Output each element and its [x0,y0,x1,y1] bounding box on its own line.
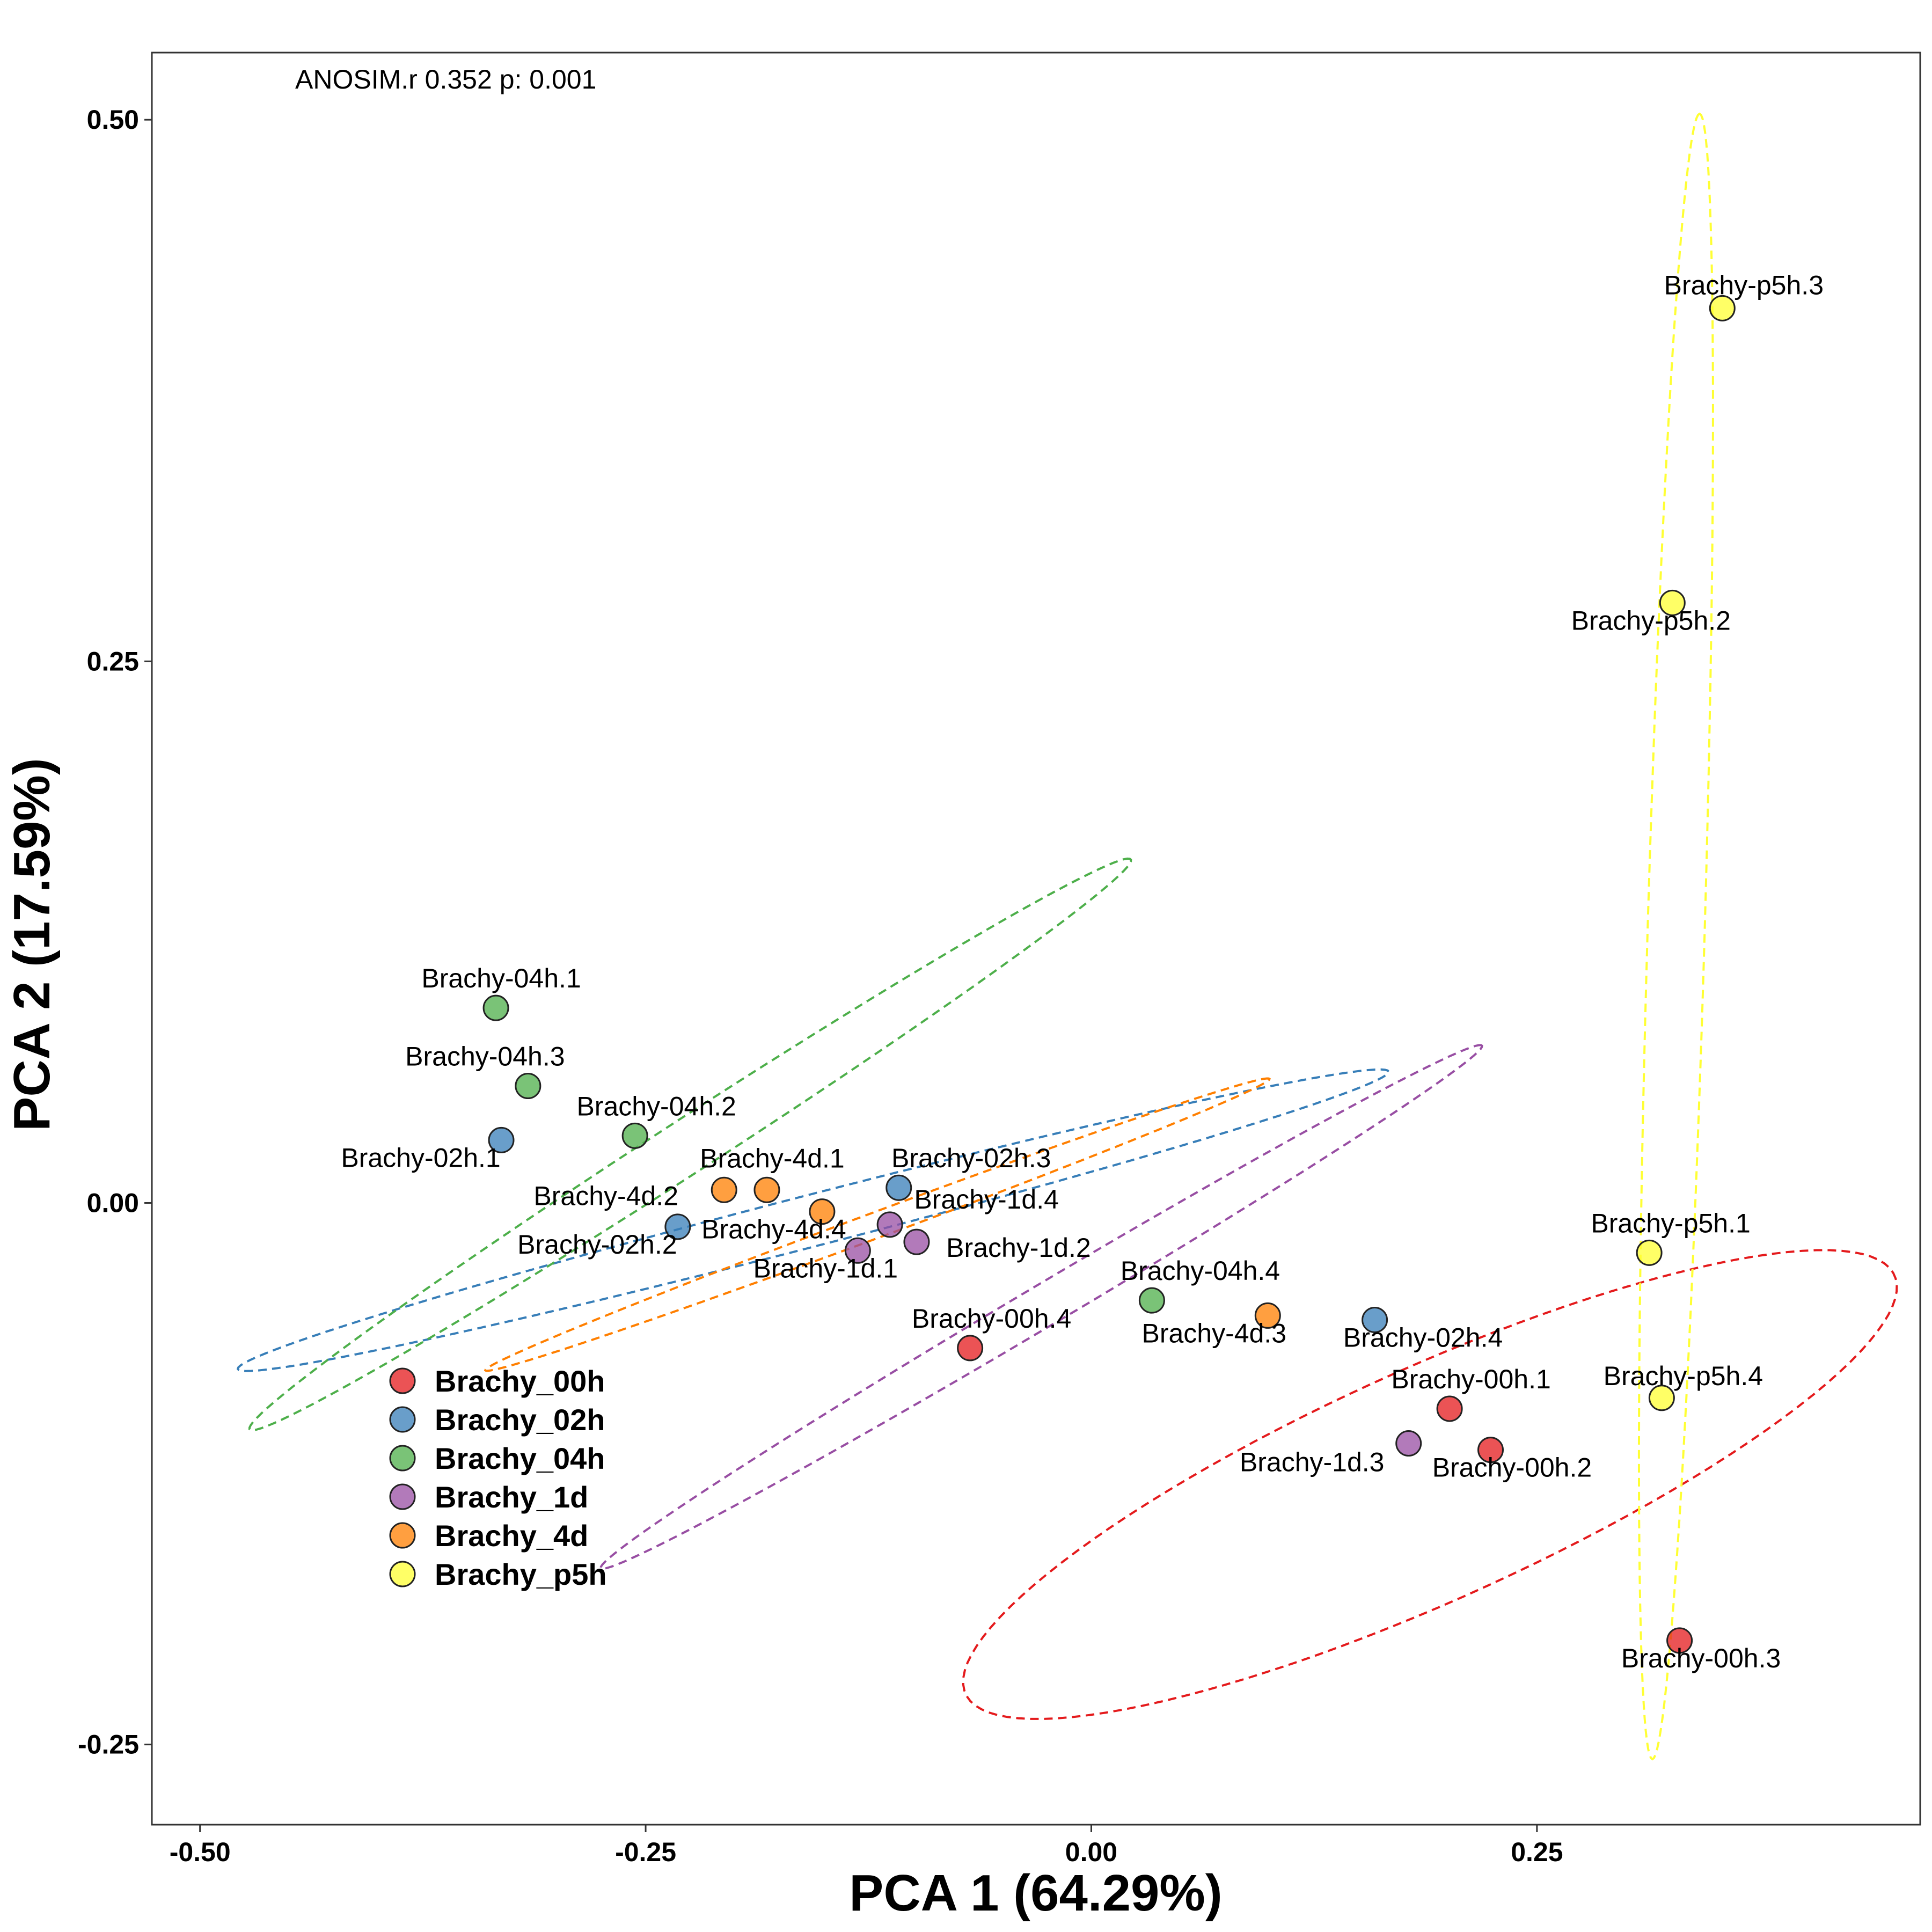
point-label-brachy-p5h-3: Brachy-p5h.3 [1664,270,1824,300]
x-tick-label: 0.00 [1065,1837,1117,1867]
data-points [482,295,1736,1654]
point-label-brachy-1d-4: Brachy-1d.4 [914,1184,1059,1214]
point-label-brachy-02h-4: Brachy-02h.4 [1343,1322,1503,1352]
legend-item-brachy-p5h: Brachy_p5h [389,1557,607,1591]
legend-label: Brachy_04h [435,1441,605,1475]
y-tick-label: 0.25 [87,646,139,676]
anosim-annotation: ANOSIM.r 0.352 p: 0.001 [295,64,596,94]
point-label-brachy-1d-2: Brachy-1d.2 [946,1233,1091,1263]
point-brachy-4d-4 [809,1198,836,1225]
y-tick-label: -0.25 [78,1730,139,1760]
legend-item-brachy-00h: Brachy_00h [389,1364,605,1398]
point-label-brachy-02h-2: Brachy-02h.2 [517,1230,677,1260]
point-brachy-04h-1 [482,994,509,1021]
confidence-ellipses [236,112,1898,1761]
legend: Brachy_00h Brachy_02h Brachy_04h Brachy_1d B… [389,1364,607,1591]
point-label-brachy-04h-2: Brachy-04h.2 [576,1091,736,1121]
legend-item-brachy-02h: Brachy_02h [389,1403,605,1437]
point-label-brachy-4d-3: Brachy-4d.3 [1142,1318,1287,1348]
legend-key [389,1561,416,1587]
point-label-brachy-4d-4: Brachy-4d.4 [701,1214,846,1245]
legend-label: Brachy_02h [435,1403,605,1437]
point-brachy-04h-2 [621,1122,648,1149]
point-brachy-02h-4 [1362,1306,1388,1333]
point-brachy-04h-4 [1138,1287,1165,1314]
point-label-brachy-00h-2: Brachy-00h.2 [1432,1453,1592,1483]
point-label-brachy-1d-3: Brachy-1d.3 [1240,1447,1385,1477]
point-brachy-1d-3 [1395,1430,1422,1457]
y-axis: -0.25 0.00 0.25 0.50 [78,105,152,1760]
y-tick-label: 0.50 [87,105,139,135]
point-brachy-4d-3 [1254,1302,1281,1329]
point-label-brachy-4d-1: Brachy-4d.1 [700,1143,845,1173]
point-brachy-1d-4 [876,1211,903,1238]
point-brachy-1d-1 [844,1237,871,1264]
point-label-brachy-04h-4: Brachy-04h.4 [1121,1256,1280,1286]
legend-key [389,1367,416,1394]
legend-item-brachy-04h: Brachy_04h [389,1441,605,1475]
point-label-brachy-02h-1: Brachy-02h.1 [341,1143,500,1173]
legend-label: Brachy_p5h [435,1557,607,1591]
ellipse-brachy-04h [248,857,1132,1432]
legend-item-brachy-4d: Brachy_4d [389,1519,588,1553]
ellipse-brachy-00h [962,1249,1898,1720]
legend-item-brachy-1d: Brachy_1d [389,1480,588,1514]
legend-label: Brachy_1d [435,1480,588,1514]
x-axis-title: PCA 1 (64.29%) [849,1864,1222,1922]
point-label-brachy-04h-1: Brachy-04h.1 [421,963,581,993]
ellipse-brachy-p5h [1637,112,1714,1761]
legend-key [389,1406,416,1433]
x-tick-label: -0.25 [615,1837,676,1867]
point-label-brachy-02h-3: Brachy-02h.3 [891,1143,1051,1173]
point-label-brachy-p5h-2: Brachy-p5h.2 [1571,605,1731,635]
point-brachy-02h-1 [488,1126,515,1153]
point-label-brachy-00h-1: Brachy-00h.1 [1391,1364,1550,1394]
legend-label: Brachy_4d [435,1519,588,1553]
point-brachy-00h-4 [957,1335,984,1362]
point-label-brachy-4d-2: Brachy-4d.2 [533,1181,678,1211]
point-label-brachy-00h-3: Brachy-00h.3 [1621,1643,1781,1673]
point-label-brachy-p5h-1: Brachy-p5h.1 [1591,1208,1750,1238]
point-brachy-00h-2 [1477,1437,1504,1463]
ellipse-brachy-4d [484,1077,1271,1372]
point-brachy-p5h-2 [1659,589,1686,616]
legend-key [389,1445,416,1472]
point-brachy-02h-3 [885,1174,912,1201]
point-label-brachy-p5h-4: Brachy-p5h.4 [1604,1361,1763,1391]
point-label-brachy-00h-4: Brachy-00h.4 [912,1304,1071,1334]
y-tick-label: 0.00 [87,1188,139,1218]
point-labels: Brachy-00h.1 Brachy-00h.2 Brachy-00h.3 Brac… [341,270,1824,1673]
point-brachy-4d-2 [711,1176,737,1203]
point-brachy-00h-1 [1436,1395,1463,1422]
point-brachy-p5h-4 [1648,1385,1675,1411]
x-tick-label: -0.50 [170,1837,231,1867]
point-label-brachy-04h-3: Brachy-04h.3 [405,1041,565,1071]
point-brachy-p5h-1 [1636,1239,1663,1266]
point-brachy-04h-3 [515,1072,541,1099]
point-brachy-4d-1 [753,1176,780,1203]
point-brachy-02h-2 [664,1213,691,1240]
legend-label: Brachy_00h [435,1364,605,1398]
legend-key [389,1522,416,1549]
plot-panel-border [151,52,1921,1826]
y-axis-title: PCA 2 (17.59%) [3,758,61,1131]
point-label-brachy-1d-1: Brachy-1d.1 [753,1253,898,1283]
x-tick-label: 0.25 [1511,1837,1563,1867]
ellipse-brachy-02h [236,1068,1390,1372]
point-brachy-00h-3 [1666,1627,1693,1654]
ellipse-brachy-1d [599,1044,1483,1570]
point-brachy-p5h-3 [1709,295,1736,321]
x-axis: -0.50 -0.25 0.00 0.25 [170,1825,1563,1867]
legend-key [389,1483,416,1510]
point-brachy-1d-2 [903,1228,930,1255]
